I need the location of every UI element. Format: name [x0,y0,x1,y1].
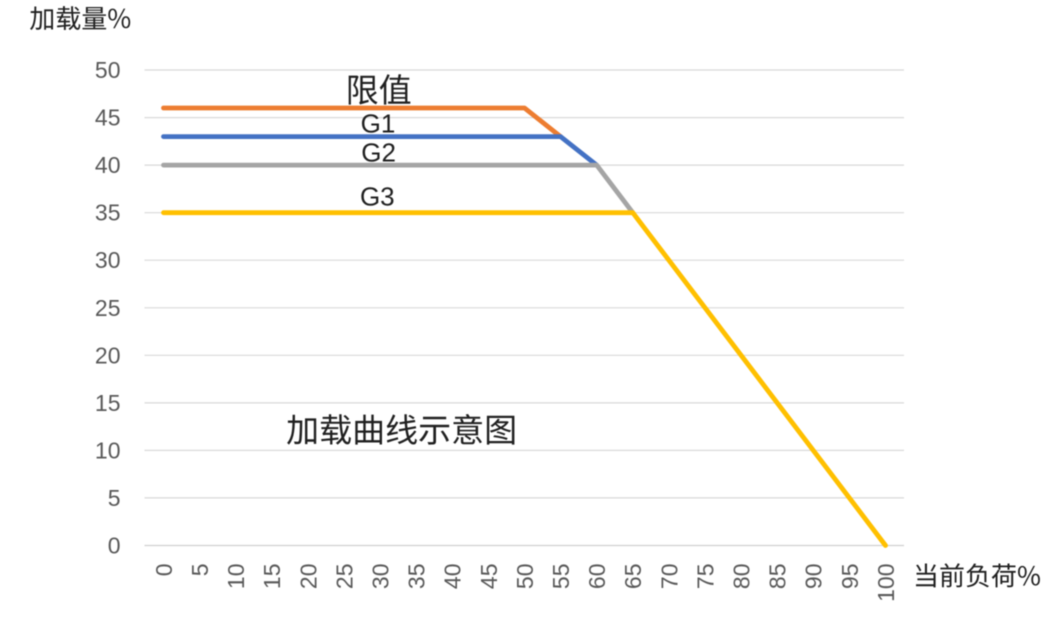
svg-text:0: 0 [108,533,121,559]
svg-text:5: 5 [187,564,213,577]
svg-text:20: 20 [95,342,121,368]
svg-text:100: 100 [873,564,899,602]
svg-text:15: 15 [95,390,121,416]
svg-text:G2: G2 [361,137,396,167]
svg-text:55: 55 [548,564,574,590]
svg-text:45: 45 [95,105,121,131]
svg-text:25: 25 [331,564,357,590]
svg-text:70: 70 [656,564,682,590]
svg-text:10: 10 [223,564,249,590]
svg-text:65: 65 [620,564,646,590]
svg-text:15: 15 [259,564,285,590]
svg-text:20: 20 [295,564,321,590]
svg-text:35: 35 [404,564,430,590]
svg-text:G3: G3 [360,182,395,212]
svg-text:85: 85 [765,564,791,590]
svg-text:75: 75 [692,564,718,590]
svg-text:40: 40 [95,152,121,178]
svg-text:90: 90 [801,564,827,590]
svg-text:5: 5 [108,485,121,511]
svg-text:30: 30 [368,564,394,590]
svg-text:60: 60 [584,564,610,590]
svg-text:50: 50 [512,564,538,590]
svg-text:40: 40 [440,564,466,590]
svg-text:95: 95 [837,564,863,590]
svg-text:45: 45 [476,564,502,590]
svg-text:80: 80 [729,564,755,590]
svg-text:10: 10 [95,437,121,463]
svg-text:30: 30 [95,247,121,273]
svg-text:25: 25 [95,295,121,321]
svg-text:50: 50 [95,57,121,83]
svg-text:35: 35 [95,200,121,226]
svg-text:G1: G1 [361,108,396,138]
svg-text:0: 0 [151,564,177,577]
